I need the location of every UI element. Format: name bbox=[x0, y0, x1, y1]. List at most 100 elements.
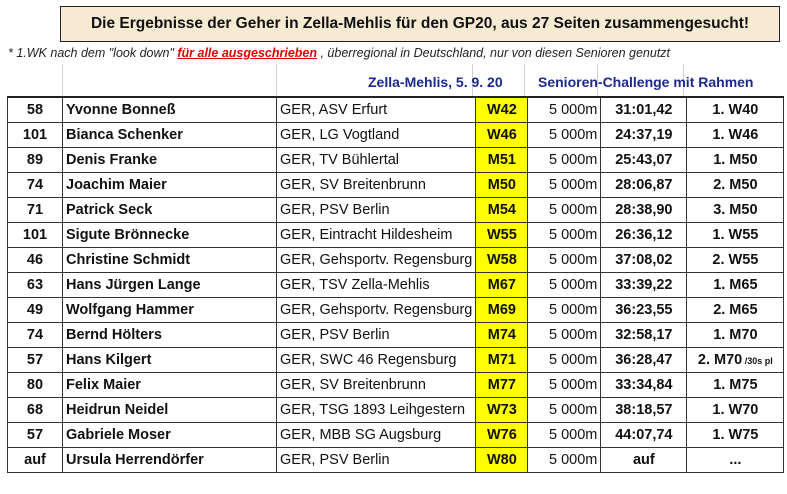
time: auf bbox=[600, 446, 688, 473]
start-number: 74 bbox=[7, 171, 63, 198]
start-number: 74 bbox=[7, 321, 63, 348]
placement-main: 2. M65 bbox=[713, 301, 758, 318]
distance: 5 000m bbox=[527, 371, 602, 398]
age-class: W76 bbox=[475, 421, 529, 448]
gridline bbox=[597, 64, 598, 96]
athlete-name: Patrick Seck bbox=[62, 196, 277, 223]
placement: 1. M50 bbox=[686, 146, 785, 173]
placement: 2. M65 bbox=[686, 296, 785, 323]
results-table: 58 Yvonne Bonneß GER, ASV Erfurt W42 5 0… bbox=[7, 96, 785, 473]
time: 33:39,22 bbox=[600, 271, 688, 298]
club: GER, TSV Zella-Mehlis bbox=[275, 271, 477, 298]
gridline bbox=[62, 64, 63, 96]
start-number: 57 bbox=[7, 346, 63, 373]
table-row: 57 Gabriele Moser GER, MBB SG Augsburg W… bbox=[7, 421, 785, 448]
athlete-name: Bianca Schenker bbox=[62, 121, 277, 148]
club: GER, SWC 46 Regensburg bbox=[275, 346, 477, 373]
placement: ... bbox=[686, 446, 785, 473]
challenge-header: Senioren-Challenge mit Rahmen bbox=[538, 74, 754, 90]
distance: 5 000m bbox=[527, 196, 602, 223]
placement-main: 2. M70 bbox=[697, 351, 743, 368]
placement-main: 2. W55 bbox=[712, 251, 759, 268]
placement: 1. W55 bbox=[686, 221, 785, 248]
gridline bbox=[524, 64, 525, 96]
athlete-name: Wolfgang Hammer bbox=[62, 296, 277, 323]
club: GER, LG Vogtland bbox=[275, 121, 477, 148]
placement-main: 2. M50 bbox=[713, 176, 758, 193]
table-row: 101 Bianca Schenker GER, LG Vogtland W46… bbox=[7, 121, 785, 148]
time: 32:58,17 bbox=[600, 321, 688, 348]
age-class: M50 bbox=[475, 171, 529, 198]
time: 37:08,02 bbox=[600, 246, 688, 273]
placement: 1. W75 bbox=[686, 421, 785, 448]
placement-main: 1. W55 bbox=[712, 226, 759, 243]
distance: 5 000m bbox=[527, 146, 602, 173]
age-class: M71 bbox=[475, 346, 529, 373]
placement: 2. W55 bbox=[686, 246, 785, 273]
table-row: 57 Hans Kilgert GER, SWC 46 Regensburg M… bbox=[7, 346, 785, 373]
table-row: 71 Patrick Seck GER, PSV Berlin M54 5 00… bbox=[7, 196, 785, 223]
gridline bbox=[683, 64, 684, 96]
time: 24:37,19 bbox=[600, 121, 688, 148]
start-number: 49 bbox=[7, 296, 63, 323]
placement: 1. W70 bbox=[686, 396, 785, 423]
time: 33:34,84 bbox=[600, 371, 688, 398]
distance: 5 000m bbox=[527, 296, 602, 323]
club: GER, PSV Berlin bbox=[275, 196, 477, 223]
age-class: W80 bbox=[475, 446, 529, 473]
age-class: W42 bbox=[475, 96, 529, 123]
placement: 1. M75 bbox=[686, 371, 785, 398]
club: GER, PSV Berlin bbox=[275, 446, 477, 473]
placement-extra: /30s pl bbox=[742, 355, 773, 366]
time: 36:23,55 bbox=[600, 296, 688, 323]
club: GER, TSG 1893 Leihgestern bbox=[275, 396, 477, 423]
placement: 1. M70 bbox=[686, 321, 785, 348]
placement-main: 1. W46 bbox=[712, 126, 759, 143]
distance: 5 000m bbox=[527, 446, 602, 473]
placement-main: 1. W70 bbox=[712, 401, 759, 418]
table-row: 101 Sigute Brönnecke GER, Eintracht Hild… bbox=[7, 221, 785, 248]
table-row: 46 Christine Schmidt GER, Gehsportv. Reg… bbox=[7, 246, 785, 273]
athlete-name: Hans Jürgen Lange bbox=[62, 271, 277, 298]
club: GER, ASV Erfurt bbox=[275, 96, 477, 123]
start-number: 89 bbox=[7, 146, 63, 173]
time: 38:18,57 bbox=[600, 396, 688, 423]
event-header: Zella-Mehlis, 5. 9. 20 bbox=[368, 74, 503, 90]
distance: 5 000m bbox=[527, 271, 602, 298]
gridline bbox=[276, 64, 277, 96]
club: GER, Gehsportv. Regensburg bbox=[275, 246, 477, 273]
table-row: 63 Hans Jürgen Lange GER, TSV Zella-Mehl… bbox=[7, 271, 785, 298]
club: GER, TV Bühlertal bbox=[275, 146, 477, 173]
table-row: 89 Denis Franke GER, TV Bühlertal M51 5 … bbox=[7, 146, 785, 173]
athlete-name: Sigute Brönnecke bbox=[62, 221, 277, 248]
distance: 5 000m bbox=[527, 246, 602, 273]
athlete-name: Bernd Hölters bbox=[62, 321, 277, 348]
age-class: M69 bbox=[475, 296, 529, 323]
gridline bbox=[472, 64, 473, 96]
distance: 5 000m bbox=[527, 96, 602, 123]
athlete-name: Yvonne Bonneß bbox=[62, 96, 277, 123]
distance: 5 000m bbox=[527, 171, 602, 198]
placement-main: 1. W40 bbox=[712, 101, 759, 118]
start-number: 57 bbox=[7, 421, 63, 448]
age-class: W58 bbox=[475, 246, 529, 273]
distance: 5 000m bbox=[527, 321, 602, 348]
time: 44:07,74 bbox=[600, 421, 688, 448]
placement: 2. M70 /30s pl bbox=[686, 346, 785, 373]
page-title-text: Die Ergebnisse der Geher in Zella-Mehlis… bbox=[90, 15, 750, 32]
club: GER, Eintracht Hildesheim bbox=[275, 221, 477, 248]
athlete-name: Denis Franke bbox=[62, 146, 277, 173]
placement-main: 1. M65 bbox=[713, 276, 758, 293]
age-class: W73 bbox=[475, 396, 529, 423]
start-number: 71 bbox=[7, 196, 63, 223]
age-class: M74 bbox=[475, 321, 529, 348]
time: 36:28,47 bbox=[600, 346, 688, 373]
start-number: 63 bbox=[7, 271, 63, 298]
club: GER, SV Breitenbrunn bbox=[275, 371, 477, 398]
table-row: 68 Heidrun Neidel GER, TSG 1893 Leihgest… bbox=[7, 396, 785, 423]
start-number: 80 bbox=[7, 371, 63, 398]
distance: 5 000m bbox=[527, 346, 602, 373]
club: GER, Gehsportv. Regensburg bbox=[275, 296, 477, 323]
placement: 2. M50 bbox=[686, 171, 785, 198]
athlete-name: Ursula Herrendörfer bbox=[62, 446, 277, 473]
